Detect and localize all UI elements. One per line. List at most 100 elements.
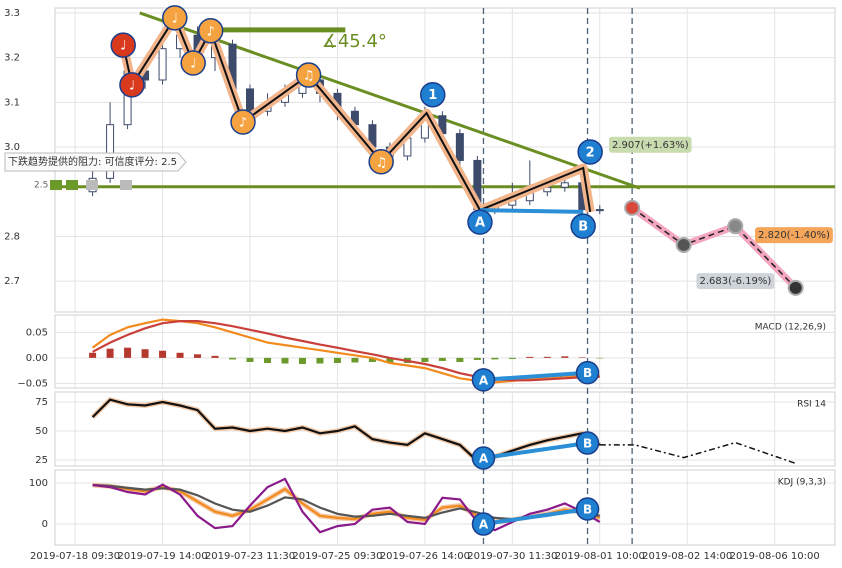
marker-label: B	[583, 437, 592, 451]
pattern-marker	[110, 32, 136, 58]
x-tick-label: 2019-07-25 09:30	[292, 551, 382, 562]
annotation-box	[696, 273, 775, 290]
pattern-marker	[471, 512, 496, 536]
panel-frame	[54, 314, 836, 389]
pattern-marker	[368, 149, 394, 175]
macd-bar	[386, 357, 394, 363]
pattern-marker	[471, 368, 496, 392]
y-tick-label: 2.7	[4, 276, 20, 287]
score-icon	[50, 180, 62, 190]
pattern-marker	[197, 18, 224, 44]
score-icon	[66, 180, 78, 190]
candle-body	[455, 133, 464, 161]
marker-label: B	[578, 220, 588, 235]
pattern-marker	[119, 72, 145, 98]
y-tick-label: 0.00	[26, 353, 48, 364]
macd-bar	[281, 357, 289, 364]
x-tick-label: 2019-07-18 09:30	[30, 551, 120, 562]
macd-bar	[596, 357, 604, 359]
series-line	[92, 320, 600, 382]
trend-line	[139, 11, 641, 190]
marker-label: B	[583, 366, 592, 380]
annotation: 2.907(+1.63%)	[612, 140, 689, 151]
y-tick-label: 0.05	[26, 327, 48, 338]
x-tick-label: 2019-07-23 11:30	[205, 551, 295, 562]
pattern-marker	[420, 81, 446, 108]
pattern-marker	[162, 5, 188, 31]
x-tick-label: 2019-08-01 10:00	[555, 551, 645, 562]
pattern-marker	[570, 213, 596, 239]
marker-label: B	[583, 502, 592, 516]
macd-bar	[368, 357, 376, 362]
macd-bar	[438, 357, 446, 361]
macd-bar	[298, 357, 306, 365]
forecast-point	[787, 279, 804, 296]
candle-body	[246, 88, 254, 112]
y-tick-label: 3.0	[4, 142, 20, 153]
y-tick-label: 3.3	[4, 8, 20, 19]
macd-bar	[491, 357, 499, 360]
marker-label: ♫	[303, 69, 315, 84]
marker-label: 2	[586, 145, 595, 160]
macd-bar	[141, 349, 149, 358]
forecast-line	[631, 207, 797, 289]
y-tick-label: 100	[29, 478, 48, 489]
macd-bar	[578, 357, 586, 358]
annotation-box	[609, 136, 692, 153]
candle-body	[560, 182, 569, 188]
marker-label: 1	[428, 88, 437, 103]
pattern-marker	[471, 446, 496, 470]
panel-label: KDJ (9,3,3)	[778, 478, 826, 488]
pattern-marker	[575, 497, 600, 521]
panel-label: RSI 14	[797, 400, 826, 410]
macd-bar	[124, 347, 132, 358]
ab-line	[483, 441, 588, 460]
y-tick-label: 50	[35, 426, 48, 437]
pattern-marker	[230, 109, 256, 135]
y-tick-label: 0	[42, 519, 48, 530]
marker-label: ♪	[239, 116, 247, 131]
marker-label: A	[479, 373, 489, 387]
macd-bar	[526, 356, 534, 358]
panel-frame	[54, 391, 836, 467]
macd-bar	[333, 357, 341, 363]
score-icon	[86, 180, 98, 190]
macd-bar	[229, 357, 237, 360]
x-tick-label: 2019-08-06 10:00	[730, 551, 820, 562]
x-tick-label: 2019-07-26 14:00	[380, 551, 470, 562]
macd-bar	[159, 350, 167, 358]
panel-frame	[54, 469, 836, 546]
macd-bar	[543, 356, 551, 358]
score: 2.5	[34, 181, 48, 191]
macd-bar	[211, 355, 219, 358]
annotation: 2.683(-6.19%)	[699, 276, 771, 287]
pattern-marker	[295, 62, 322, 88]
marker-label: ♩	[129, 78, 135, 93]
marker-label: A	[479, 518, 489, 532]
y-tick-label: 2.8	[4, 231, 20, 242]
pattern-marker	[575, 360, 600, 385]
y-tick-label: 3.1	[4, 97, 20, 108]
macd-bar	[421, 357, 429, 362]
macd-bar	[316, 357, 324, 364]
annotation: ∡45.4°	[322, 31, 387, 52]
macd-bar	[89, 352, 97, 358]
marker-label: ♪	[207, 24, 215, 39]
x-tick-label: 2019-07-19 14:00	[117, 551, 207, 562]
score-icon	[120, 180, 132, 190]
panel-label: MACD (12,26,9)	[755, 323, 826, 333]
macd-bar	[263, 357, 271, 363]
macd-bar	[473, 357, 481, 360]
macd-bar	[106, 348, 114, 358]
candle-body	[595, 209, 604, 212]
macd-bar	[194, 354, 202, 358]
forecast-point	[675, 236, 692, 253]
macd-bar	[176, 352, 184, 358]
marker-label: A	[479, 451, 489, 465]
marker-label: ♩	[120, 39, 126, 54]
macd-bar	[508, 357, 516, 359]
pattern-marker	[577, 139, 603, 165]
ab-line	[483, 370, 588, 382]
marker-label: A	[475, 216, 485, 231]
marker-label: ♫	[375, 155, 387, 170]
